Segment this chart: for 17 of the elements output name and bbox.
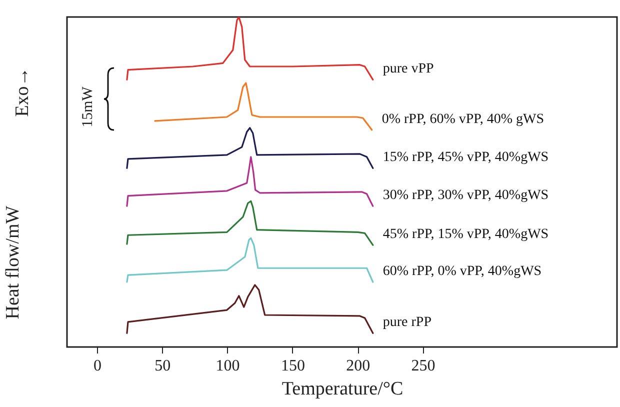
text: Exo→ xyxy=(12,67,33,117)
series-label: 0% rPP, 60% vPP, 40% gWS xyxy=(382,112,544,127)
x-tick-label: 100 xyxy=(216,358,240,374)
series-label: 30% rPP, 30% vPP, 40%gWS xyxy=(382,188,549,204)
x-axis-title: Temperature/°C xyxy=(282,378,404,400)
x-tick-label: 150 xyxy=(280,358,305,374)
series-label: pure vPP xyxy=(382,62,434,77)
y-axis-title: Heat flow/mW xyxy=(2,206,24,320)
series-label: 15% rPP, 45% vPP, 40%gWS xyxy=(382,150,549,166)
annotation: 15mW xyxy=(80,86,96,128)
x-tick-label: 200 xyxy=(346,358,370,374)
x-tick-label: 50 xyxy=(154,358,171,374)
x-tick-label: 250 xyxy=(411,358,436,374)
series-label: 60% rPP, 0% vPP, 40%gWS xyxy=(382,264,542,279)
x-tick-label: 0 xyxy=(93,358,102,374)
series-label: pure rPP xyxy=(382,315,432,330)
series-label: 45% rPP, 15% vPP, 40%gWS xyxy=(382,227,549,242)
